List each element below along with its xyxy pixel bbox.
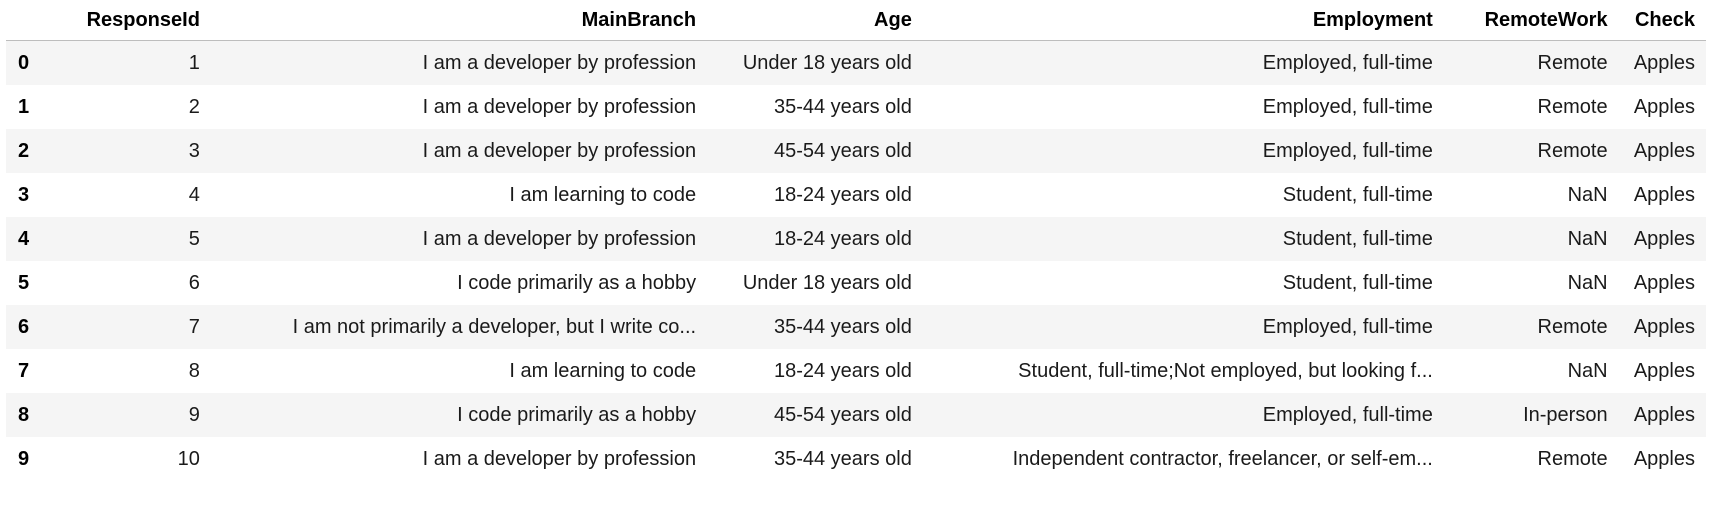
cell-mainbranch: I am learning to code — [509, 359, 697, 382]
header-row: ResponseId MainBranch Age Employment Rem… — [6, 0, 1706, 41]
cell-employment: Student, full-time — [1282, 271, 1433, 294]
cell-remotework: Remote — [1537, 139, 1608, 162]
cell-age: 45-54 years old — [773, 139, 912, 162]
table-row: 8 9 I code primarily as a hobby 45-54 years… — [6, 393, 1706, 437]
column-header-responseid: ResponseId — [62, 0, 211, 41]
cell-mainbranch: I code primarily as a hobby — [457, 271, 697, 294]
column-header-mainbranch: MainBranch — [210, 0, 708, 41]
table-row: 9 10 I am a developer by profession 35-44 y… — [6, 437, 1706, 481]
row-index: 4 — [18, 227, 30, 250]
row-index: 7 — [18, 359, 30, 382]
cell-remotework: Remote — [1537, 315, 1608, 338]
cell-remotework: NaN — [1567, 183, 1608, 206]
dataframe-output: ResponseId MainBranch Age Employment Rem… — [6, 0, 1706, 481]
cell-check: Apples — [1633, 403, 1695, 426]
cell-employment: Employed, full-time — [1262, 51, 1433, 74]
column-header-employment: Employment — [922, 0, 1444, 41]
dataframe-table: ResponseId MainBranch Age Employment Rem… — [6, 0, 1706, 481]
cell-responseid: 6 — [188, 271, 200, 294]
cell-remotework: Remote — [1537, 95, 1608, 118]
cell-age: 35-44 years old — [773, 447, 912, 470]
cell-mainbranch: I am a developer by profession — [422, 51, 697, 74]
cell-responseid: 4 — [188, 183, 200, 206]
cell-responseid: 7 — [188, 315, 200, 338]
row-index: 2 — [18, 139, 30, 162]
cell-check: Apples — [1633, 359, 1695, 382]
cell-age: 35-44 years old — [773, 315, 912, 338]
cell-check: Apples — [1633, 51, 1695, 74]
row-index: 5 — [18, 271, 30, 294]
table-row: 4 5 I am a developer by profession 18-24 ye… — [6, 217, 1706, 261]
cell-age: 18-24 years old — [773, 359, 912, 382]
table-row: 3 4 I am learning to code 18-24 years old St… — [6, 173, 1706, 217]
cell-remotework: Remote — [1537, 447, 1608, 470]
cell-employment: Independent contractor, freelancer, or s… — [1012, 447, 1433, 470]
table-row: 5 6 I code primarily as a hobby Under 18 ye… — [6, 261, 1706, 305]
column-header-age: Age — [707, 0, 923, 41]
row-index: 1 — [18, 95, 30, 118]
cell-check: Apples — [1633, 183, 1695, 206]
cell-employment: Student, full-time — [1282, 227, 1433, 250]
cell-mainbranch: I am a developer by profession — [422, 139, 697, 162]
cell-check: Apples — [1633, 95, 1695, 118]
table-row: 7 8 I am learning to code 18-24 years old St… — [6, 349, 1706, 393]
cell-responseid: 10 — [177, 447, 200, 470]
table-row: 0 1 I am a developer by profession Under 18… — [6, 40, 1706, 85]
cell-responseid: 8 — [188, 359, 200, 382]
cell-employment: Student, full-time;Not employed, but loo… — [1018, 359, 1433, 382]
cell-check: Apples — [1633, 447, 1695, 470]
cell-employment: Employed, full-time — [1262, 403, 1433, 426]
cell-remotework: NaN — [1567, 271, 1608, 294]
row-index: 3 — [18, 183, 30, 206]
cell-age: 18-24 years old — [773, 183, 912, 206]
cell-age: 35-44 years old — [773, 95, 912, 118]
cell-responseid: 3 — [188, 139, 200, 162]
cell-age: Under 18 years old — [742, 51, 912, 74]
column-header-check: Check — [1618, 0, 1706, 41]
cell-check: Apples — [1633, 315, 1695, 338]
table-row: 6 7 I am not primarily a developer, but I … — [6, 305, 1706, 349]
column-header-remotework: RemoteWork — [1443, 0, 1619, 41]
table-row: 2 3 I am a developer by profession 45-54 ye… — [6, 129, 1706, 173]
cell-remotework: NaN — [1567, 359, 1608, 382]
cell-mainbranch: I am a developer by profession — [422, 95, 697, 118]
row-index: 0 — [18, 51, 30, 74]
cell-age: 18-24 years old — [773, 227, 912, 250]
cell-responseid: 2 — [188, 95, 200, 118]
cell-check: Apples — [1633, 227, 1695, 250]
cell-check: Apples — [1633, 139, 1695, 162]
cell-responseid: 5 — [188, 227, 200, 250]
cell-employment: Student, full-time — [1282, 183, 1433, 206]
cell-age: Under 18 years old — [742, 271, 912, 294]
cell-check: Apples — [1633, 271, 1695, 294]
cell-mainbranch: I am not primarily a developer, but I wr… — [292, 315, 697, 338]
cell-employment: Employed, full-time — [1262, 95, 1433, 118]
cell-remotework: In-person — [1523, 403, 1608, 426]
cell-responseid: 1 — [188, 51, 200, 74]
cell-mainbranch: I am learning to code — [509, 183, 697, 206]
cell-mainbranch: I am a developer by profession — [422, 447, 697, 470]
cell-responseid: 9 — [188, 403, 200, 426]
table-row: 1 2 I am a developer by profession 35-44 ye… — [6, 85, 1706, 129]
row-index: 9 — [18, 447, 30, 470]
cell-employment: Employed, full-time — [1262, 315, 1433, 338]
cell-age: 45-54 years old — [773, 403, 912, 426]
cell-employment: Employed, full-time — [1262, 139, 1433, 162]
cell-mainbranch: I am a developer by profession — [422, 227, 697, 250]
row-index: 6 — [18, 315, 30, 338]
cell-mainbranch: I code primarily as a hobby — [457, 403, 697, 426]
row-index: 8 — [18, 403, 30, 426]
index-header — [6, 0, 63, 41]
cell-remotework: Remote — [1537, 51, 1608, 74]
cell-remotework: NaN — [1567, 227, 1608, 250]
